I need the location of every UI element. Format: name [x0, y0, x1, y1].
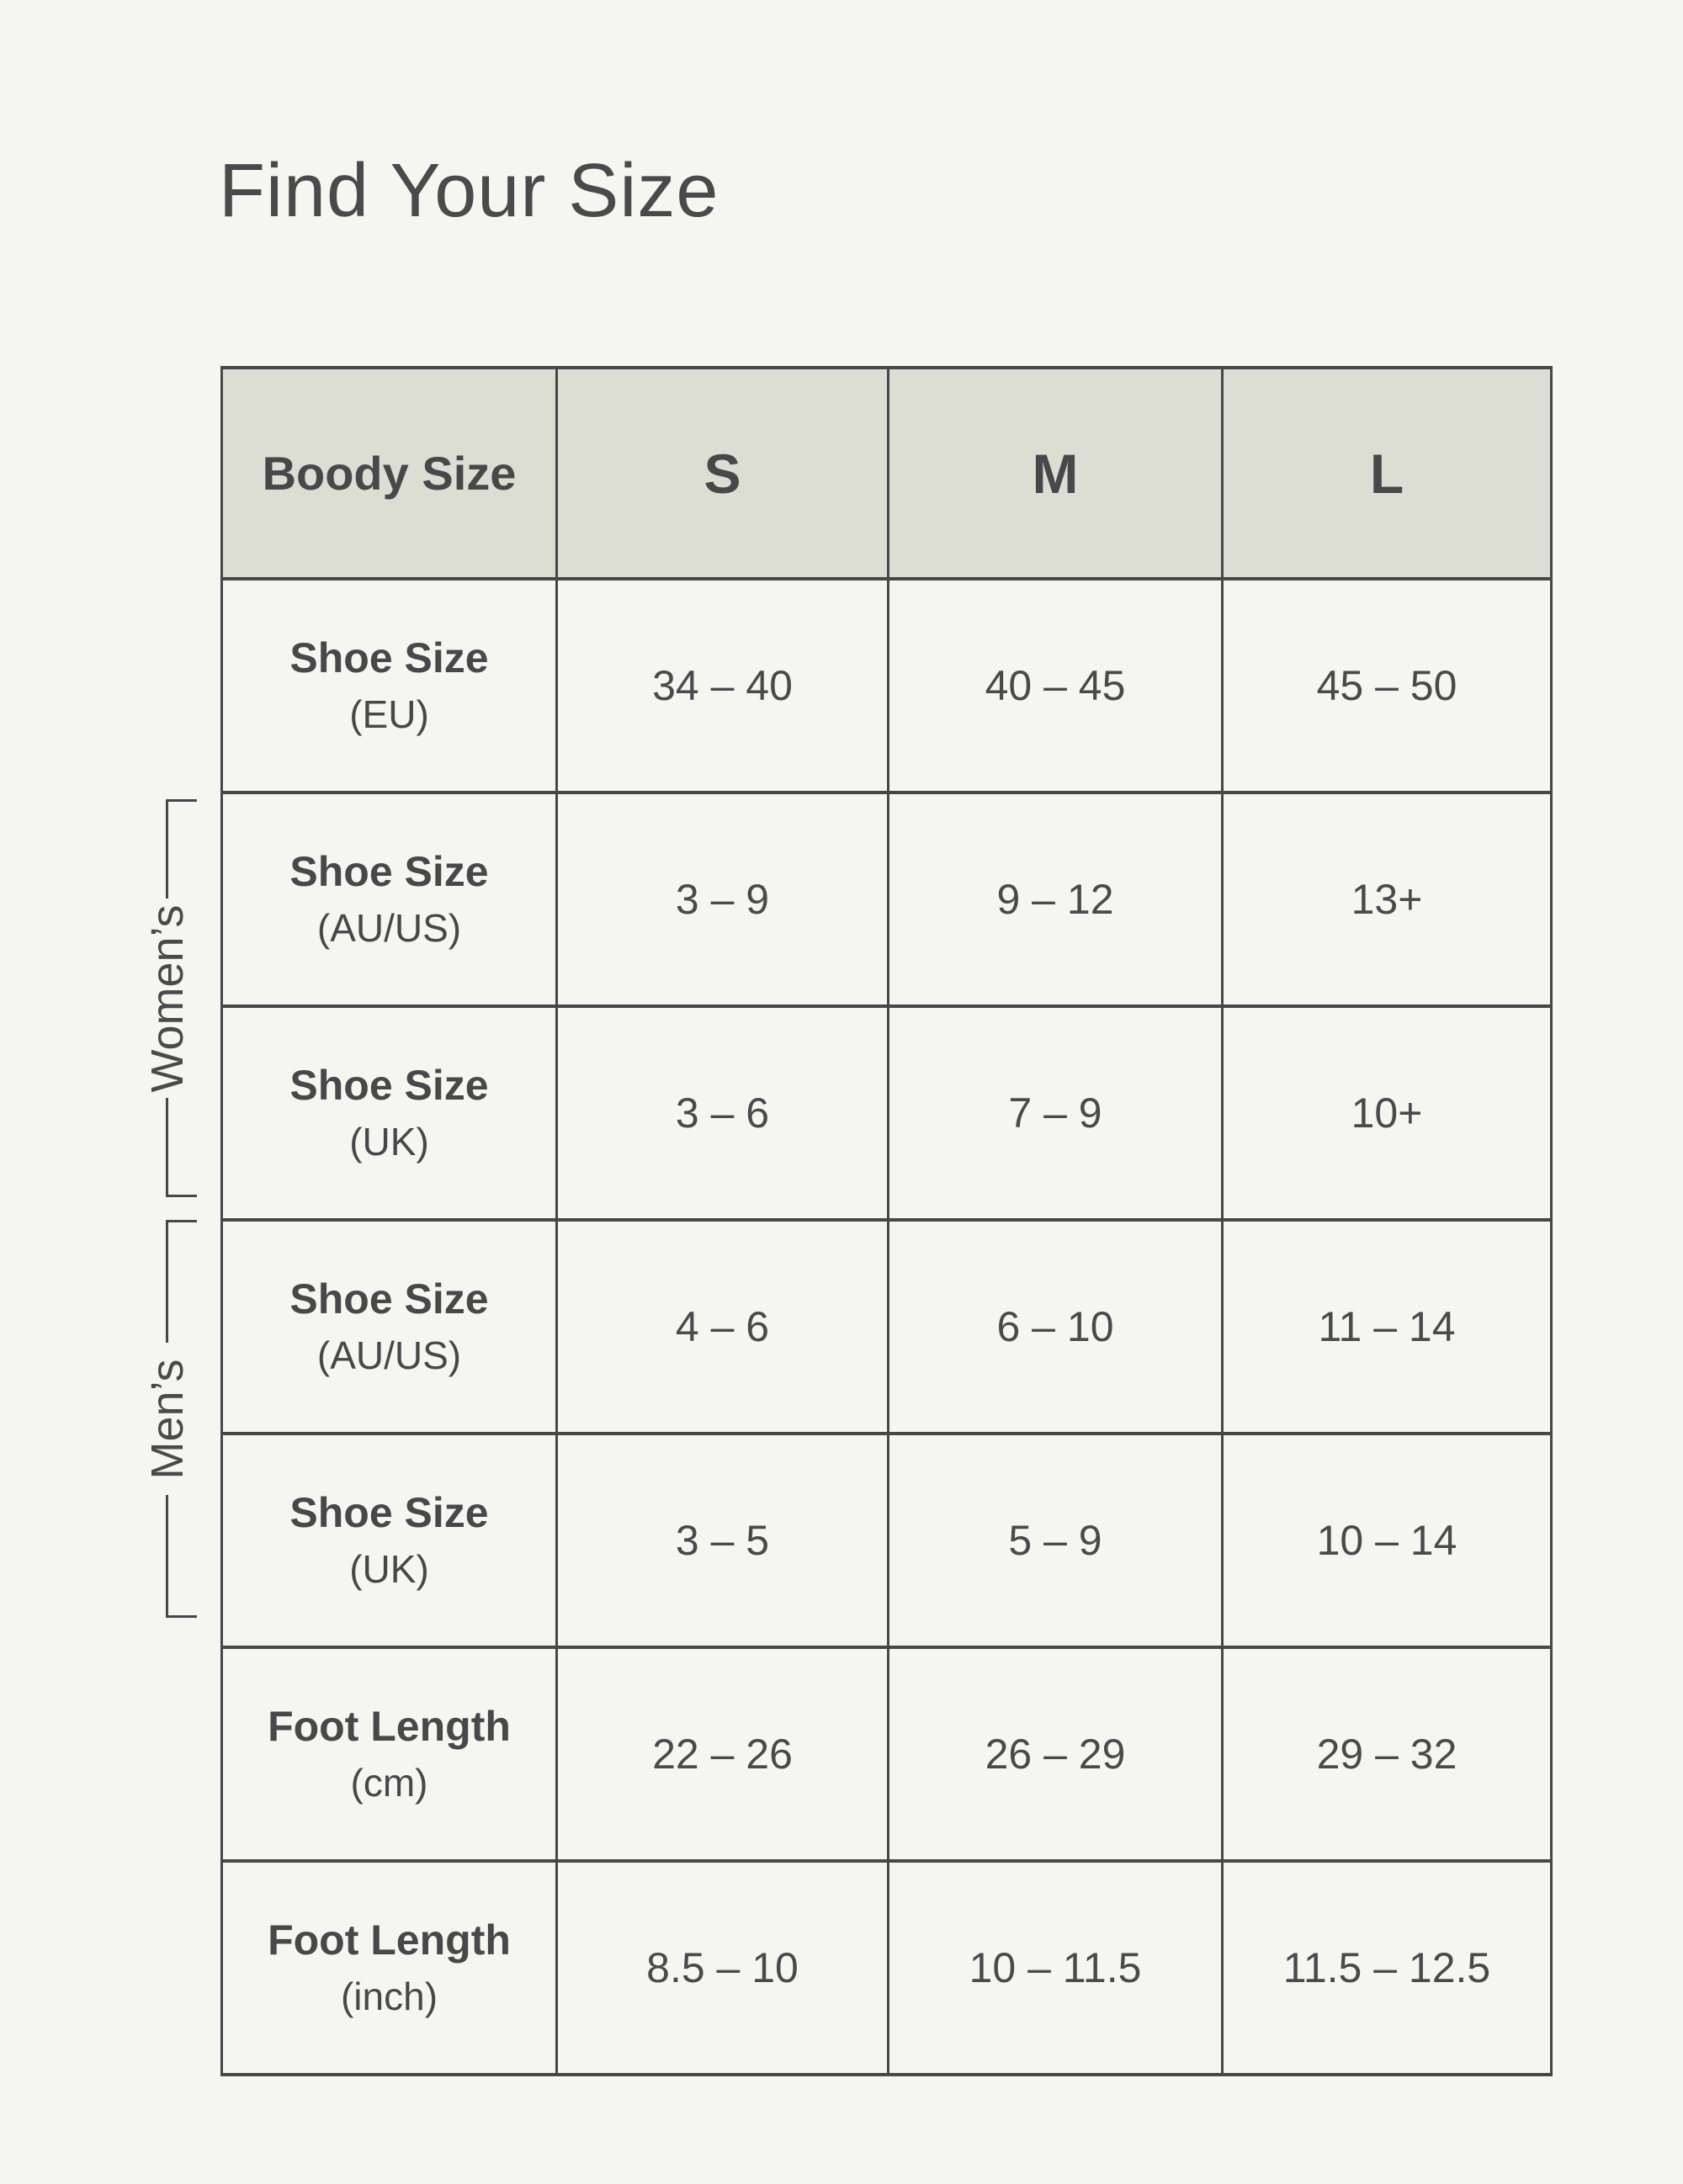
row-label: Shoe Size — [289, 634, 489, 682]
value-text: 6 – 10 — [996, 1303, 1114, 1350]
value-cell: 29 – 32 — [1221, 1646, 1553, 1863]
value-cell: 11 – 14 — [1221, 1218, 1553, 1435]
value-text: 3 – 5 — [675, 1517, 770, 1564]
header-size-m-label: M — [1032, 442, 1079, 505]
table-row-womens-shoe-size-auus: Shoe Size (AU/US) 3 – 9 9 – 12 13+ — [220, 791, 1553, 1008]
value-cell: 7 – 9 — [887, 1005, 1224, 1222]
value-text: 40 – 45 — [985, 662, 1126, 709]
row-label-unit: (UK) — [349, 1120, 429, 1164]
row-label-unit: (inch) — [340, 1975, 438, 2019]
row-label-cell: Shoe Size (UK) — [220, 1432, 558, 1649]
row-label-cell: Shoe Size (AU/US) — [220, 1218, 558, 1435]
value-cell: 22 – 26 — [555, 1646, 889, 1863]
bracket-spine — [166, 1098, 168, 1197]
value-text: 10 – 11.5 — [969, 1944, 1142, 1991]
bracket-tick-bottom — [166, 1195, 197, 1197]
bracket-spine — [166, 1220, 168, 1343]
header-size-l: L — [1221, 366, 1553, 580]
value-cell: 10 – 14 — [1221, 1432, 1553, 1649]
bracket-tick-top — [166, 799, 197, 802]
header-size-s: S — [555, 366, 889, 580]
bracket-tick-top — [166, 1220, 197, 1222]
row-label: Shoe Size — [289, 1062, 489, 1110]
value-text: 22 – 26 — [652, 1731, 793, 1778]
row-label: Shoe Size — [289, 848, 489, 896]
womens-group-bracket: Women’s — [142, 799, 199, 1197]
value-cell: 8.5 – 10 — [555, 1859, 889, 2076]
value-text: 3 – 6 — [675, 1089, 770, 1137]
value-text: 11 – 14 — [1318, 1303, 1456, 1350]
row-label-cell: Shoe Size (EU) — [220, 577, 558, 794]
value-text: 7 – 9 — [1008, 1089, 1102, 1137]
header-size-s-label: S — [703, 442, 741, 505]
header-size-l-label: L — [1369, 442, 1404, 505]
value-cell: 3 – 5 — [555, 1432, 889, 1649]
value-text: 45 – 50 — [1316, 662, 1457, 709]
row-label-cell: Foot Length (inch) — [220, 1859, 558, 2076]
value-text: 9 – 12 — [996, 876, 1114, 923]
value-text: 11.5 – 12.5 — [1282, 1944, 1491, 1991]
bracket-spine — [166, 799, 168, 899]
value-cell: 11.5 – 12.5 — [1221, 1859, 1553, 2076]
row-label-unit: (EU) — [349, 692, 429, 737]
header-row: Boody Size S M L — [220, 366, 1553, 580]
value-text: 10 – 14 — [1316, 1517, 1457, 1564]
row-label-cell: Shoe Size (AU/US) — [220, 791, 558, 1008]
value-cell: 10 – 11.5 — [887, 1859, 1224, 2076]
table-row-foot-length-inch: Foot Length (inch) 8.5 – 10 10 – 11.5 11… — [220, 1859, 1553, 2076]
value-text: 8.5 – 10 — [646, 1944, 799, 1991]
value-text: 5 – 9 — [1008, 1517, 1102, 1564]
value-cell: 10+ — [1221, 1005, 1553, 1222]
page-title: Find Your Size — [219, 149, 719, 233]
size-guide-table: Boody Size S M L Shoe Size (EU) 34 – 40 … — [220, 366, 1553, 2076]
row-label-cell: Foot Length (cm) — [220, 1646, 558, 1863]
row-label-unit: (cm) — [350, 1761, 428, 1805]
value-cell: 26 – 29 — [887, 1646, 1224, 1863]
bracket-tick-bottom — [166, 1615, 197, 1618]
value-text: 26 – 29 — [985, 1731, 1126, 1778]
row-label-unit: (UK) — [349, 1547, 429, 1592]
womens-group-label: Women’s — [142, 904, 193, 1093]
value-cell: 6 – 10 — [887, 1218, 1224, 1435]
value-cell: 34 – 40 — [555, 577, 889, 794]
header-boody-size-label: Boody Size — [262, 447, 517, 500]
row-label-cell: Shoe Size (UK) — [220, 1005, 558, 1222]
row-label-unit: (AU/US) — [316, 906, 462, 951]
row-label: Shoe Size — [289, 1489, 489, 1537]
value-text: 34 – 40 — [652, 662, 793, 709]
header-size-m: M — [887, 366, 1224, 580]
value-text: 3 – 9 — [675, 876, 770, 923]
value-cell: 45 – 50 — [1221, 577, 1553, 794]
value-text: 29 – 32 — [1316, 1731, 1457, 1778]
value-text: 10+ — [1351, 1089, 1423, 1137]
table-row-mens-shoe-size-uk: Shoe Size (UK) 3 – 5 5 – 9 10 – 14 — [220, 1432, 1553, 1649]
mens-group-bracket: Men’s — [142, 1220, 199, 1618]
value-cell: 9 – 12 — [887, 791, 1224, 1008]
row-label: Shoe Size — [289, 1275, 489, 1323]
table-row-womens-shoe-size-uk: Shoe Size (UK) 3 – 6 7 – 9 10+ — [220, 1005, 1553, 1222]
value-cell: 5 – 9 — [887, 1432, 1224, 1649]
table-row-shoe-size-eu: Shoe Size (EU) 34 – 40 40 – 45 45 – 50 — [220, 577, 1553, 794]
row-label-unit: (AU/US) — [316, 1333, 462, 1378]
value-text: 13+ — [1351, 876, 1423, 923]
bracket-spine — [166, 1495, 168, 1618]
row-label: Foot Length — [268, 1703, 511, 1751]
value-cell: 3 – 9 — [555, 791, 889, 1008]
value-cell: 4 – 6 — [555, 1218, 889, 1435]
table-row-foot-length-cm: Foot Length (cm) 22 – 26 26 – 29 29 – 32 — [220, 1646, 1553, 1863]
mens-group-label: Men’s — [142, 1358, 193, 1480]
value-text: 4 – 6 — [675, 1303, 770, 1350]
value-cell: 3 – 6 — [555, 1005, 889, 1222]
value-cell: 13+ — [1221, 791, 1553, 1008]
row-label: Foot Length — [268, 1916, 511, 1964]
value-cell: 40 – 45 — [887, 577, 1224, 794]
header-boody-size: Boody Size — [220, 366, 558, 580]
table-row-mens-shoe-size-auus: Shoe Size (AU/US) 4 – 6 6 – 10 11 – 14 — [220, 1218, 1553, 1435]
